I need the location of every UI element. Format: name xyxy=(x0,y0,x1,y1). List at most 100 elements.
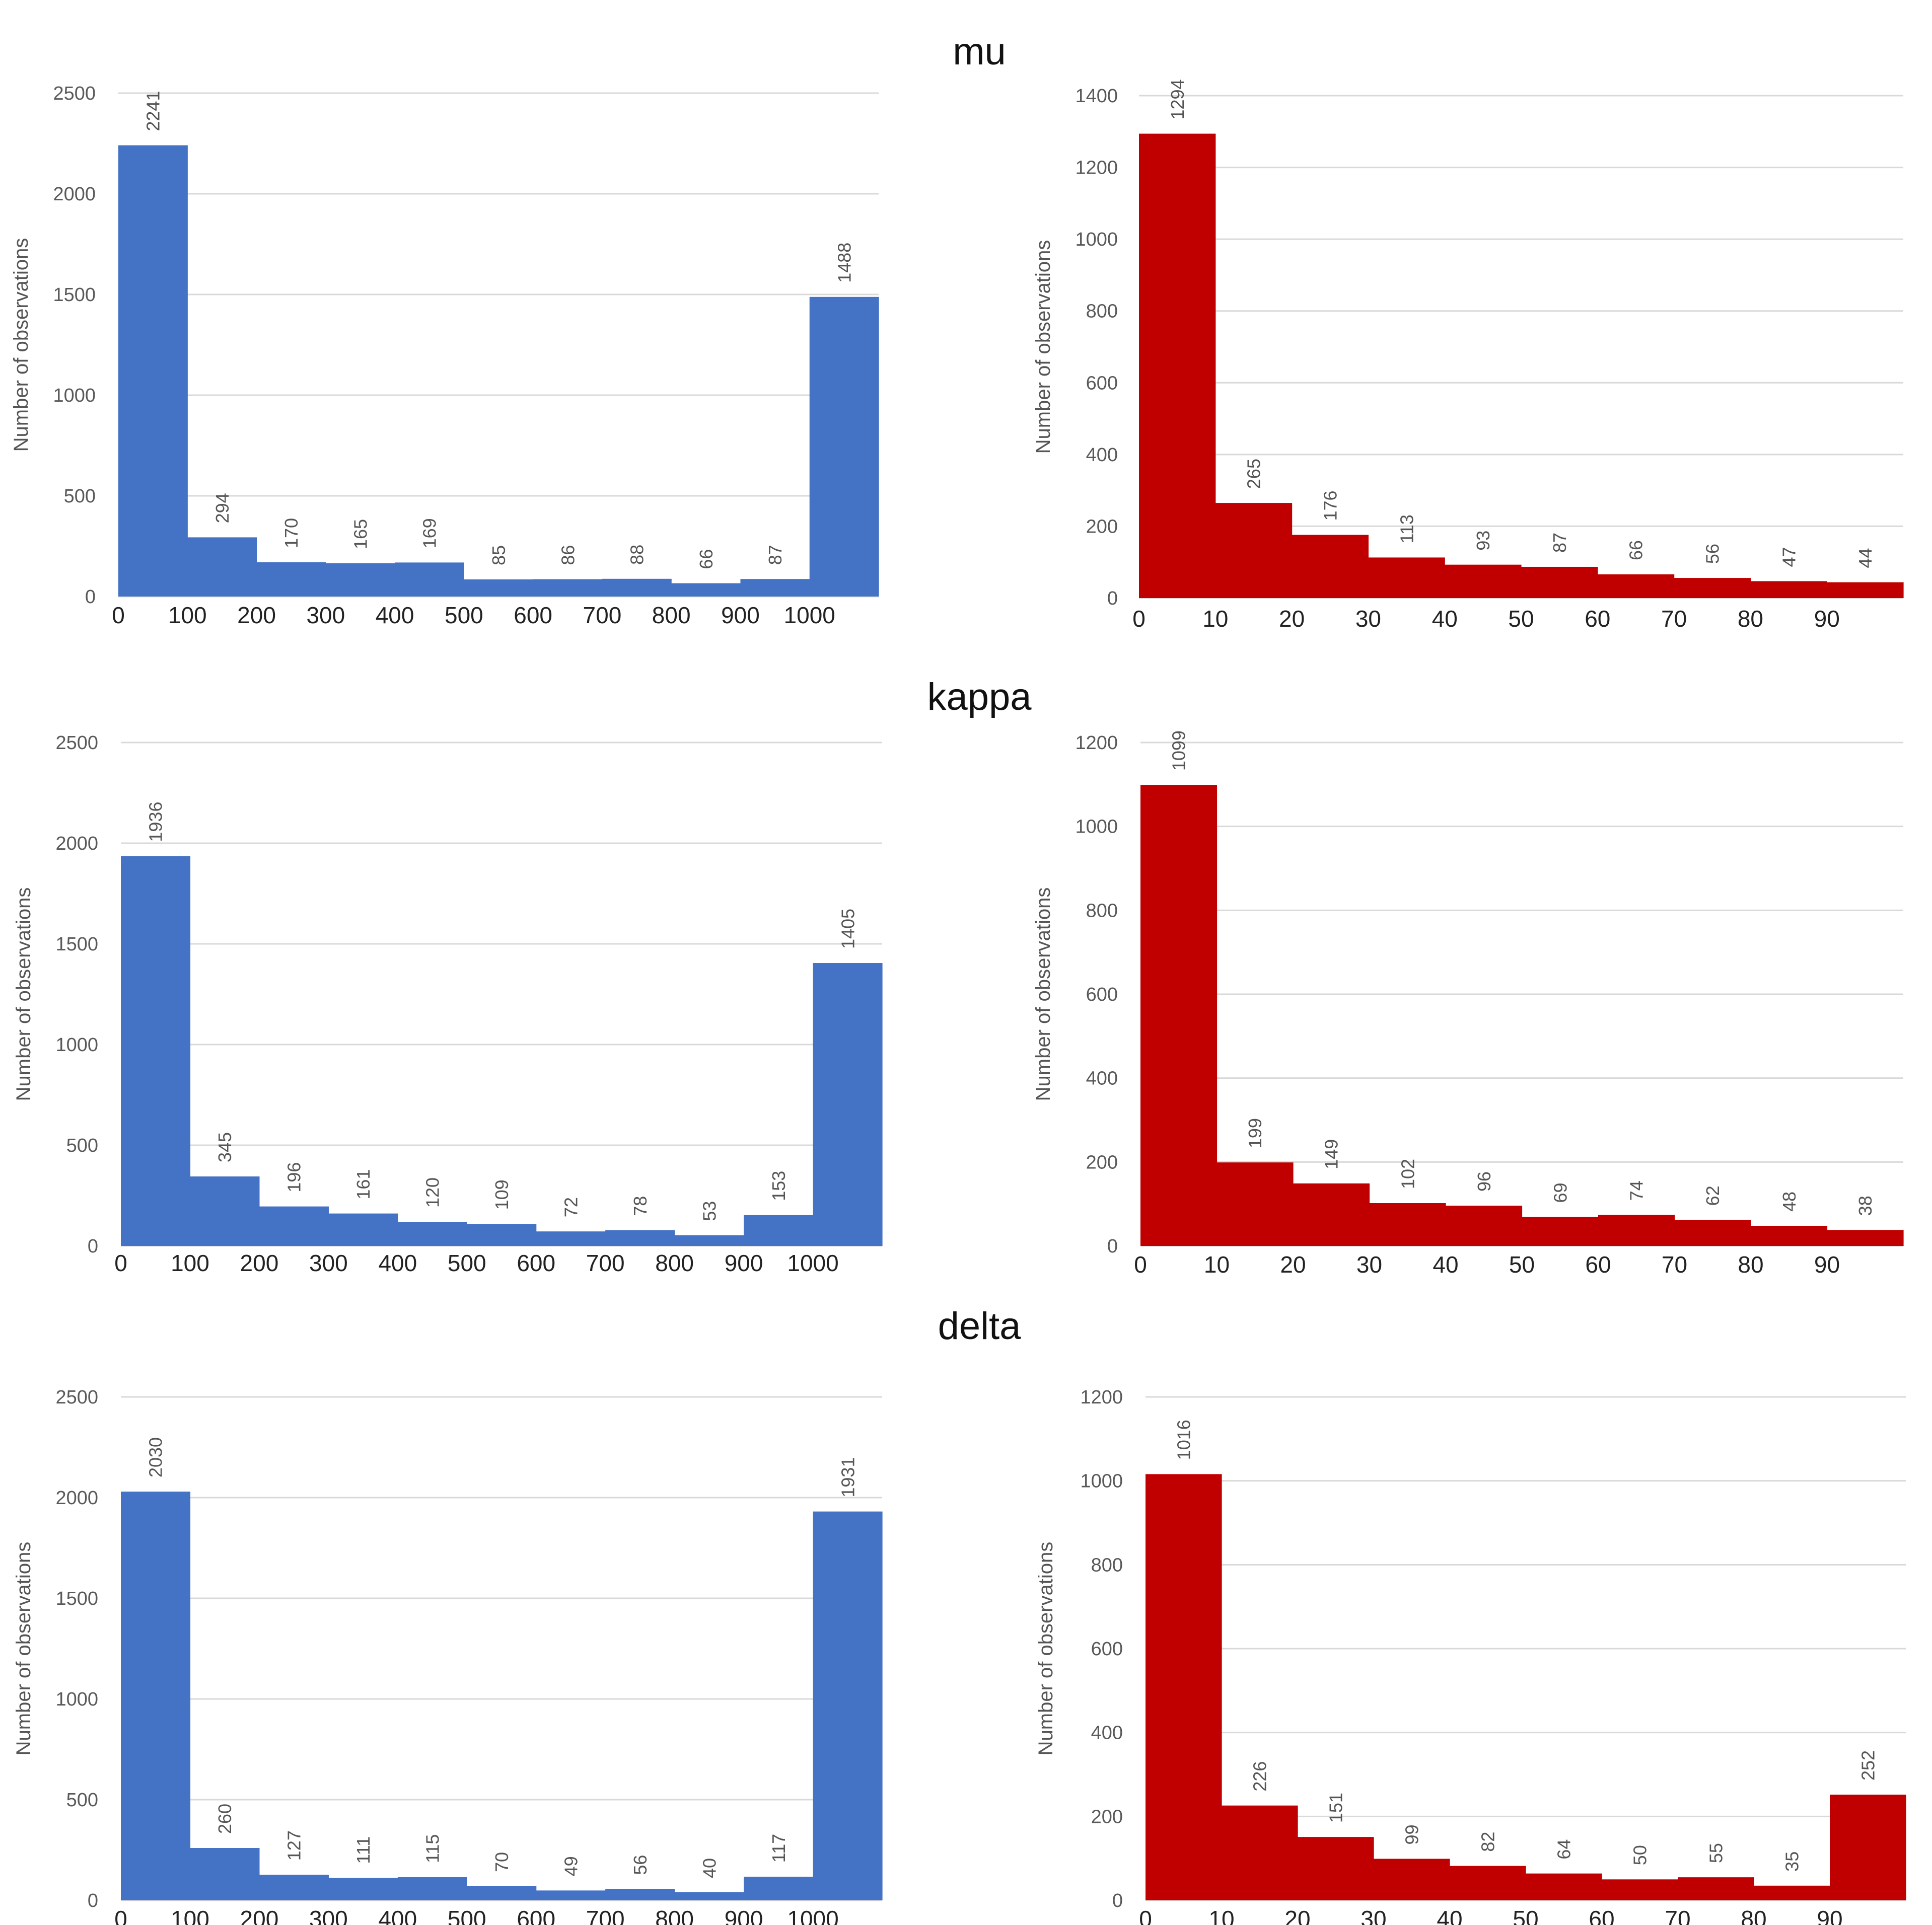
bar xyxy=(259,1207,329,1246)
y-tick-label: 2500 xyxy=(53,83,96,104)
x-tick-label: 20 xyxy=(1279,606,1305,632)
x-tick-label: 50 xyxy=(1508,606,1534,632)
bar xyxy=(1754,1886,1830,1900)
x-tick-label: 80 xyxy=(1738,606,1763,632)
bar xyxy=(1217,1162,1294,1246)
x-tick-label: 1000 xyxy=(784,602,835,628)
data-label: 38 xyxy=(1855,1196,1876,1216)
bar xyxy=(813,963,883,1246)
data-label: 2030 xyxy=(146,1437,166,1477)
data-label: 1936 xyxy=(146,802,166,842)
x-tick-label: 300 xyxy=(309,1250,348,1276)
y-tick-label: 1000 xyxy=(53,385,96,406)
bar xyxy=(467,1224,536,1246)
x-tick-label: 900 xyxy=(725,1906,763,1925)
bar xyxy=(464,579,533,597)
y-tick-label: 500 xyxy=(66,1135,98,1156)
row-title-mu: mu xyxy=(953,30,1006,73)
data-label: 66 xyxy=(696,549,717,569)
row-title-delta: delta xyxy=(938,1305,1022,1348)
x-tick-label: 200 xyxy=(237,602,276,628)
bar xyxy=(1526,1874,1602,1900)
data-label: 86 xyxy=(557,545,578,565)
data-label: 165 xyxy=(350,519,371,549)
data-label: 44 xyxy=(1855,548,1876,568)
data-label: 74 xyxy=(1626,1180,1647,1201)
data-label: 2241 xyxy=(143,91,164,131)
bar xyxy=(1522,1217,1599,1246)
data-label: 102 xyxy=(1397,1159,1418,1189)
bar xyxy=(1298,1837,1374,1900)
bar xyxy=(118,145,188,597)
data-label: 226 xyxy=(1250,1761,1270,1792)
data-label: 69 xyxy=(1550,1182,1570,1203)
y-tick-label: 1500 xyxy=(55,934,98,955)
y-tick-label: 800 xyxy=(1086,301,1118,322)
y-tick-label: 0 xyxy=(1112,1890,1123,1911)
y-tick-label: 1000 xyxy=(55,1689,98,1710)
x-tick-label: 500 xyxy=(448,1250,486,1276)
bar xyxy=(1827,582,1903,598)
x-tick-label: 10 xyxy=(1208,1906,1234,1925)
y-tick-label: 600 xyxy=(1086,373,1118,394)
x-tick-label: 30 xyxy=(1361,1906,1386,1925)
bar xyxy=(1445,565,1521,598)
x-tick-label: 700 xyxy=(586,1250,625,1276)
y-tick-label: 1500 xyxy=(53,284,96,306)
x-tick-label: 40 xyxy=(1433,1251,1458,1278)
data-label: 199 xyxy=(1245,1118,1265,1148)
data-label: 115 xyxy=(422,1834,443,1863)
x-tick-label: 300 xyxy=(306,602,345,628)
y-axis-label: Number of observations xyxy=(1035,1542,1057,1756)
y-tick-label: 500 xyxy=(64,486,96,507)
y-tick-label: 2500 xyxy=(55,1387,98,1408)
bar xyxy=(740,579,810,597)
x-tick-label: 500 xyxy=(448,1906,486,1925)
data-label: 66 xyxy=(1626,540,1647,560)
y-tick-label: 800 xyxy=(1091,1554,1123,1576)
x-tick-label: 50 xyxy=(1513,1906,1538,1925)
x-tick-label: 90 xyxy=(1814,606,1840,632)
y-tick-label: 200 xyxy=(1086,516,1118,537)
bar xyxy=(1521,567,1598,598)
bar xyxy=(605,1230,675,1246)
y-tick-label: 0 xyxy=(88,1236,98,1257)
bar xyxy=(1215,503,1292,598)
y-tick-label: 0 xyxy=(1107,1236,1118,1257)
y-tick-label: 200 xyxy=(1091,1806,1123,1827)
x-tick-label: 400 xyxy=(378,1250,417,1276)
bar xyxy=(121,1492,190,1900)
bar xyxy=(326,563,395,597)
x-tick-label: 70 xyxy=(1661,606,1687,632)
bar xyxy=(257,562,326,597)
bar xyxy=(190,1848,259,1900)
data-label: 87 xyxy=(1549,533,1570,553)
y-tick-label: 0 xyxy=(1107,588,1118,609)
data-label: 99 xyxy=(1402,1824,1422,1844)
y-tick-label: 2000 xyxy=(53,184,96,205)
bar xyxy=(744,1215,813,1246)
y-tick-label: 600 xyxy=(1086,984,1118,1005)
bar xyxy=(1374,1859,1450,1901)
data-label: 153 xyxy=(768,1171,789,1201)
bar xyxy=(1139,134,1215,598)
data-label: 127 xyxy=(284,1830,305,1861)
data-label: 1405 xyxy=(837,909,858,949)
y-tick-label: 600 xyxy=(1091,1639,1123,1660)
data-label: 109 xyxy=(491,1179,512,1210)
bar xyxy=(1827,1230,1904,1246)
bar xyxy=(1750,581,1827,598)
data-label: 70 xyxy=(491,1852,512,1872)
data-label: 113 xyxy=(1396,514,1417,543)
data-label: 85 xyxy=(488,545,509,565)
x-tick-label: 90 xyxy=(1814,1251,1840,1278)
x-tick-label: 500 xyxy=(445,602,483,628)
y-tick-label: 400 xyxy=(1086,445,1118,466)
bar xyxy=(328,1878,398,1900)
bar xyxy=(1830,1795,1906,1900)
data-label: 48 xyxy=(1779,1192,1800,1212)
